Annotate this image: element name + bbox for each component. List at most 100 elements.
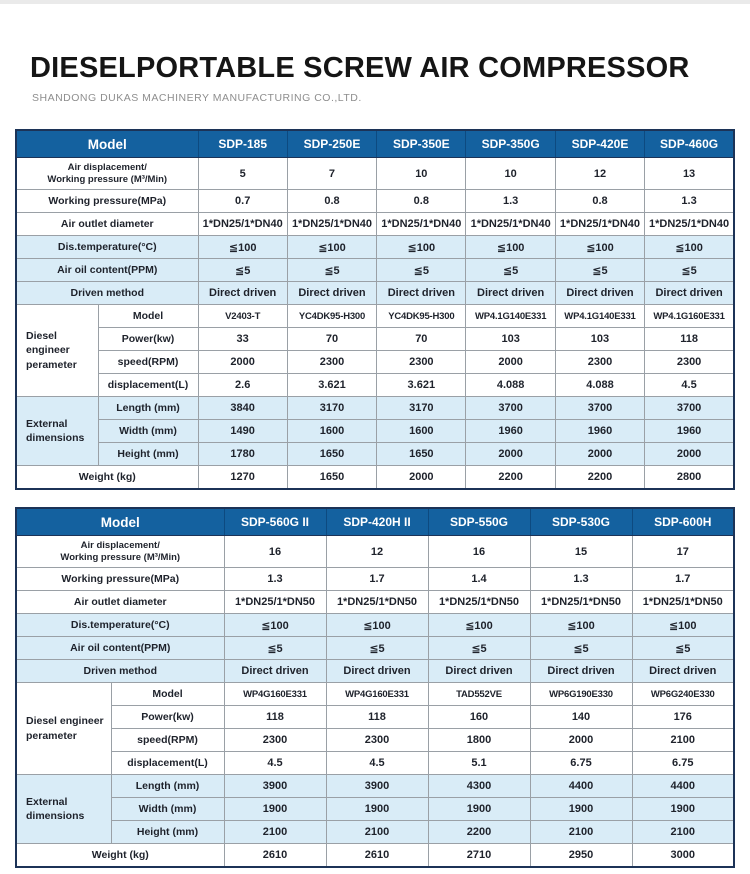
value-cell: WP4.1G160E331: [644, 304, 735, 328]
value-cell: 1*DN25/1*DN40: [554, 212, 646, 236]
value-cell: ≦5: [465, 258, 556, 282]
spec-tables-container: Model SDP-185 SDP-250E SDP-350E SDP-350G SDP-…: [15, 129, 735, 868]
row-label: Air outlet diameter: [15, 590, 225, 614]
value-cell: WP6G190E330: [529, 682, 633, 706]
value-cell: 1*DN25/1*DN40: [376, 212, 467, 236]
value-cell: 118: [325, 705, 429, 729]
value-cell: 2300: [223, 728, 327, 752]
table-row: Air oil content(PPM) ≦5 ≦5 ≦5 ≦5 ≦5 ≦5: [15, 258, 735, 282]
value-cell: 2000: [197, 350, 288, 374]
table-row: Driven method Direct driven Direct driven D…: [15, 659, 735, 683]
table-row: displacement(L) 2.6 3.621 3.621 4.088 4.088 4.…: [16, 373, 735, 397]
value-cell: 1900: [223, 797, 327, 821]
value-cell: 4400: [529, 774, 633, 798]
table-row: Air outlet diameter 1*DN25/1*DN40 1*DN25/1…: [15, 212, 735, 236]
value-cell: 1780: [197, 442, 288, 466]
value-cell: 1600: [286, 419, 378, 443]
value-cell: 3700: [644, 396, 735, 420]
model-column-header: Model: [15, 507, 225, 536]
value-cell: 2100: [325, 820, 429, 844]
value-cell: ≦5: [325, 636, 429, 660]
value-cell: 2000: [644, 442, 735, 466]
value-cell: ≦5: [554, 258, 646, 282]
value-cell: 3.621: [286, 373, 378, 397]
value-cell: 3.621: [376, 373, 467, 397]
table-row: Power(kw) 33 70 70 103 103 118: [16, 327, 735, 351]
row-label: Dis.temperature(°C): [15, 613, 225, 637]
value-cell: 13: [644, 157, 735, 190]
model-column-header: Model: [15, 129, 199, 158]
value-cell: 1*DN25/1*DN50: [631, 590, 735, 614]
value-cell: 1*DN25/1*DN50: [427, 590, 531, 614]
table-row: Height (mm) 1780 1650 1650 2000 2000 2000: [16, 442, 735, 466]
value-cell: 17: [631, 535, 735, 568]
value-cell: 4.088: [554, 373, 646, 397]
table-row: Weight (kg) 1270 1650 2000 2200 2200 2800: [15, 465, 735, 490]
value-cell: 0.8: [376, 189, 467, 213]
value-cell: 1960: [644, 419, 735, 443]
value-cell: 1960: [554, 419, 646, 443]
value-cell: ≦100: [286, 235, 378, 259]
row-label: speed(RPM): [97, 350, 199, 374]
value-cell: 1*DN25/1*DN40: [197, 212, 288, 236]
row-label: Width (mm): [110, 797, 225, 821]
value-cell: 1*DN25/1*DN40: [644, 212, 735, 236]
value-cell: 1*DN25/1*DN40: [465, 212, 556, 236]
spec-table-2: Model SDP-560G II SDP-420H II SDP-550G SDP-5…: [15, 507, 735, 868]
table-row: Working pressure(MPa) 1.3 1.7 1.4 1.3 1.7: [15, 567, 735, 591]
model-name-header: SDP-250E: [286, 129, 378, 158]
value-cell: Direct driven: [376, 281, 467, 305]
table-row: Working pressure(MPa) 0.7 0.8 0.8 1.3 0.8 1.3: [15, 189, 735, 213]
page-title: DIESELPORTABLE SCREW AIR COMPRESSOR: [30, 52, 690, 84]
value-cell: 2100: [631, 728, 735, 752]
value-cell: 3700: [465, 396, 556, 420]
value-cell: 1*DN25/1*DN50: [223, 590, 327, 614]
value-cell: 2300: [554, 350, 646, 374]
value-cell: 2200: [465, 465, 556, 490]
value-cell: 1490: [197, 419, 288, 443]
value-cell: 16: [427, 535, 531, 568]
value-cell: Direct driven: [554, 281, 646, 305]
value-cell: 3700: [554, 396, 646, 420]
value-cell: 1.3: [529, 567, 633, 591]
value-cell: WP4.1G140E331: [465, 304, 556, 328]
table-row: displacement(L) 4.5 4.5 5.1 6.75 6.75: [16, 751, 735, 775]
table-row: Air displacement/Working pressure (M³/Mi…: [15, 535, 735, 568]
row-label-line: Working pressure (M³/Min): [47, 173, 168, 185]
value-cell: 2610: [223, 843, 327, 868]
value-cell: 2000: [465, 442, 556, 466]
row-label-line: Air displacement/: [67, 161, 147, 173]
model-header-row: Model SDP-185 SDP-250E SDP-350E SDP-350G SDP-…: [15, 129, 735, 158]
row-label: Length (mm): [97, 396, 199, 420]
value-cell: 16: [223, 535, 327, 568]
value-cell: 1*DN25/1*DN50: [529, 590, 633, 614]
value-cell: 2610: [325, 843, 429, 868]
value-cell: 1900: [631, 797, 735, 821]
row-label: Driven method: [15, 659, 225, 683]
row-label: Working pressure(MPa): [15, 567, 225, 591]
value-cell: Direct driven: [427, 659, 531, 683]
value-cell: 1*DN25/1*DN50: [325, 590, 429, 614]
model-name-header: SDP-600H: [631, 507, 735, 536]
row-label: Power(kw): [97, 327, 199, 351]
value-cell: 1.3: [644, 189, 735, 213]
row-label: Air outlet diameter: [15, 212, 199, 236]
value-cell: 3170: [376, 396, 467, 420]
model-name-header: SDP-420H II: [325, 507, 429, 536]
value-cell: 2300: [644, 350, 735, 374]
value-cell: WP4G160E331: [223, 682, 327, 706]
table-row: Air displacement/Working pressure (M³/Mi…: [15, 157, 735, 190]
value-cell: 5.1: [427, 751, 531, 775]
value-cell: YC4DK95-H300: [376, 304, 467, 328]
value-cell: 3170: [286, 396, 378, 420]
value-cell: 140: [529, 705, 633, 729]
row-label: displacement(L): [97, 373, 199, 397]
value-cell: ≦100: [325, 613, 429, 637]
row-label: Driven method: [15, 281, 199, 305]
value-cell: 1*DN25/1*DN40: [286, 212, 378, 236]
value-cell: ≦100: [465, 235, 556, 259]
value-cell: 1.4: [427, 567, 531, 591]
value-cell: 10: [376, 157, 467, 190]
value-cell: 1.7: [325, 567, 429, 591]
value-cell: 4.088: [465, 373, 556, 397]
